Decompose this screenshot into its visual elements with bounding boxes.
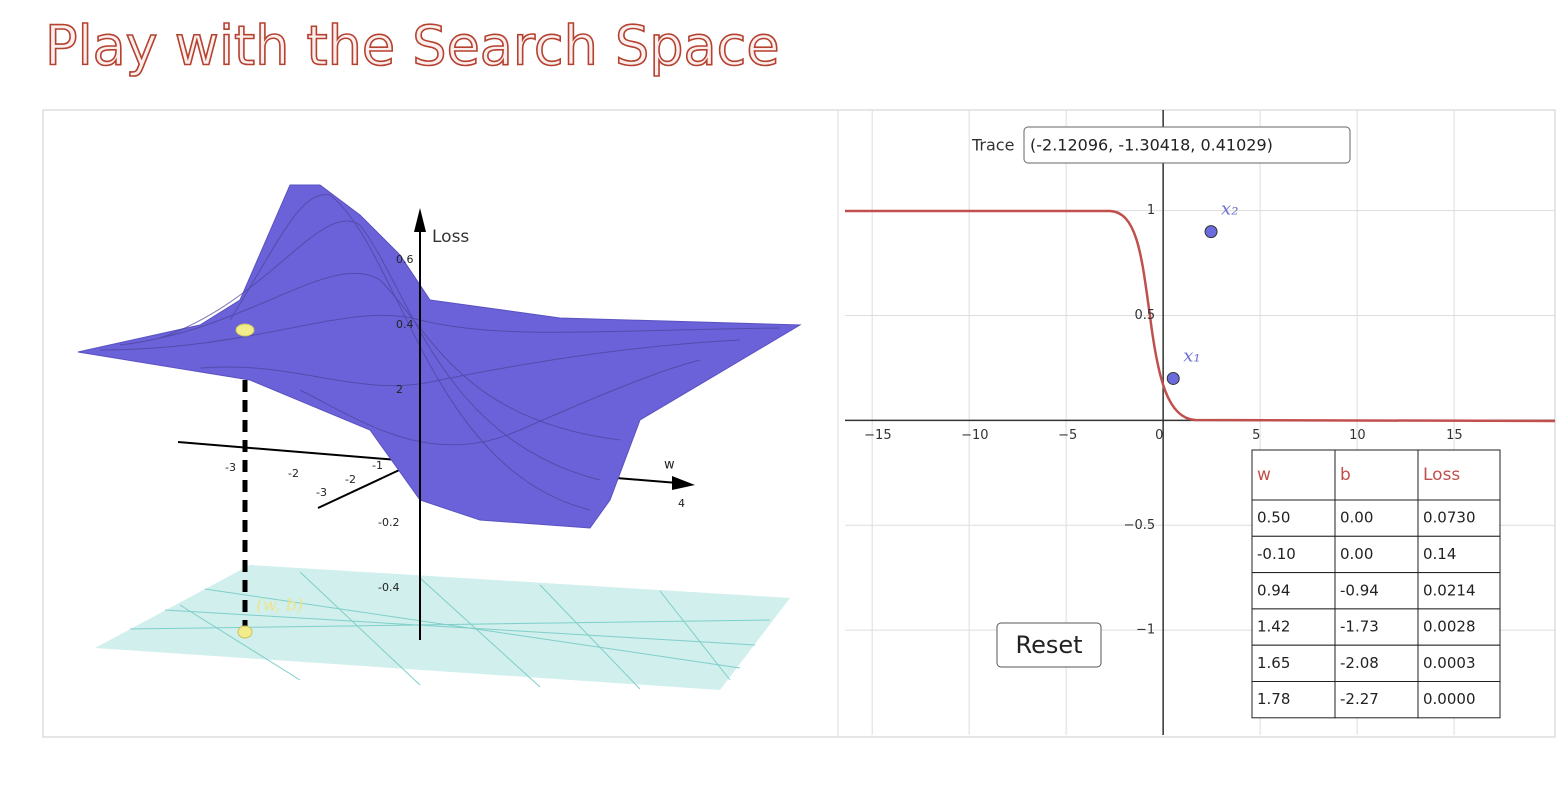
table-cell [1334, 449, 1419, 501]
table-value: -2.08 [1340, 654, 1379, 672]
reset-button[interactable] [996, 622, 1102, 668]
point-label: x₂ [1221, 199, 1238, 220]
z-tick-label: -0.2 [378, 516, 399, 529]
table-cell [1334, 572, 1419, 610]
b-tick-label: -2 [345, 473, 356, 486]
x-tick-label: 5 [1252, 428, 1260, 443]
point-label: x₁ [1183, 345, 1200, 366]
table-header: Loss [1423, 465, 1460, 485]
table-value: 0.0000 [1423, 690, 1476, 708]
table-value: -2.27 [1340, 690, 1379, 708]
table-value: -0.10 [1257, 545, 1296, 563]
trace-value: (-2.12096, -1.30418, 0.41029) [1030, 136, 1273, 155]
table-value: 0.00 [1340, 509, 1373, 527]
table-header: w [1257, 465, 1271, 485]
table-cell [1251, 681, 1336, 719]
table-value: 0.14 [1423, 545, 1456, 563]
trace-label: Trace [971, 136, 1014, 155]
plane [95, 565, 790, 690]
table-cell [1334, 499, 1419, 537]
b-tick-label: -3 [316, 486, 327, 499]
table-cell [1334, 535, 1419, 574]
table-value: 0.00 [1340, 545, 1373, 563]
table-cell [1417, 499, 1501, 537]
table-value: 0.0214 [1423, 581, 1476, 599]
w-label: w [664, 458, 675, 473]
table-cell [1417, 572, 1501, 610]
surface-point [235, 323, 255, 337]
table-cell [1417, 449, 1501, 501]
w-arrow [672, 476, 695, 490]
table-value: 1.65 [1257, 654, 1290, 672]
table-value: 0.0003 [1423, 654, 1476, 672]
y-tick-label: 1 [1147, 203, 1155, 218]
table-cell [1417, 681, 1501, 719]
table-cell [1251, 644, 1336, 683]
x-tick-label: 10 [1349, 428, 1366, 443]
z-tick-label: 0.4 [396, 318, 414, 331]
plane-grid [129, 571, 771, 690]
graph: Trace (-2.12096, -1.30418, 0.41029) Rese… [845, 110, 1556, 735]
table-value: 0.50 [1257, 509, 1290, 527]
loss-label: Loss [432, 227, 469, 247]
table-cell [1334, 644, 1419, 683]
slide-title: Play with the Search Space [45, 15, 780, 78]
surface-plot: Loss 0.6 0.4 2 -0.2 -0.4 -3 -2 -1 4 w -3… [77, 184, 802, 690]
loss-arrow [414, 208, 426, 232]
surface-grid [99, 194, 781, 511]
table-cell [1251, 499, 1336, 537]
w-tick-label: -3 [225, 461, 236, 474]
x-tick-label: −15 [864, 428, 891, 443]
w-tick-label: -1 [372, 459, 383, 472]
sigmoid-curve [845, 209, 1556, 423]
z-tick-label: 0.6 [396, 253, 414, 266]
table-value: -1.73 [1340, 618, 1379, 636]
plane-point [237, 625, 253, 639]
table-value: 1.78 [1257, 690, 1290, 708]
table: w b Loss 0.50 0.00 0.0730 -0.10 0.00 0.14 0.94 -0.… [1251, 449, 1501, 719]
table-cell [1417, 535, 1501, 574]
table-value: 1.42 [1257, 618, 1290, 636]
y-tick-label: −1 [1136, 623, 1155, 638]
x-tick-label: 15 [1446, 428, 1463, 443]
x-tick-label: −10 [961, 428, 988, 443]
w-tick-label: 4 [678, 497, 685, 510]
table-value: 0.94 [1257, 581, 1290, 599]
data-point [1204, 225, 1218, 239]
y-tick-label: 0.5 [1134, 308, 1155, 323]
frame [42, 109, 1556, 738]
x-tick-label: −5 [1058, 428, 1077, 443]
table-cell [1334, 608, 1419, 646]
z-tick-label: 2 [396, 383, 403, 396]
reset-label: Reset [1015, 631, 1082, 659]
trace-input[interactable] [1023, 126, 1351, 164]
y-tick-label: −0.5 [1124, 518, 1156, 533]
table-value: 0.0730 [1423, 509, 1476, 527]
table-cell [1251, 608, 1336, 646]
x-tick-label: 0 [1155, 428, 1163, 443]
w-tick-label: -2 [288, 467, 299, 480]
table-cell [1251, 535, 1336, 574]
z-tick-label: -0.4 [378, 581, 399, 594]
b-axis [317, 464, 411, 509]
table-cell [1251, 572, 1336, 610]
loss-surface [77, 184, 802, 529]
data-point [1166, 371, 1180, 385]
table-cell [1334, 681, 1419, 719]
table-value: -0.94 [1340, 581, 1379, 599]
table-header: b [1340, 465, 1351, 485]
table-value: 0.0028 [1423, 618, 1476, 636]
table-cell [1417, 608, 1501, 646]
point-label: (w, b) [256, 596, 304, 616]
